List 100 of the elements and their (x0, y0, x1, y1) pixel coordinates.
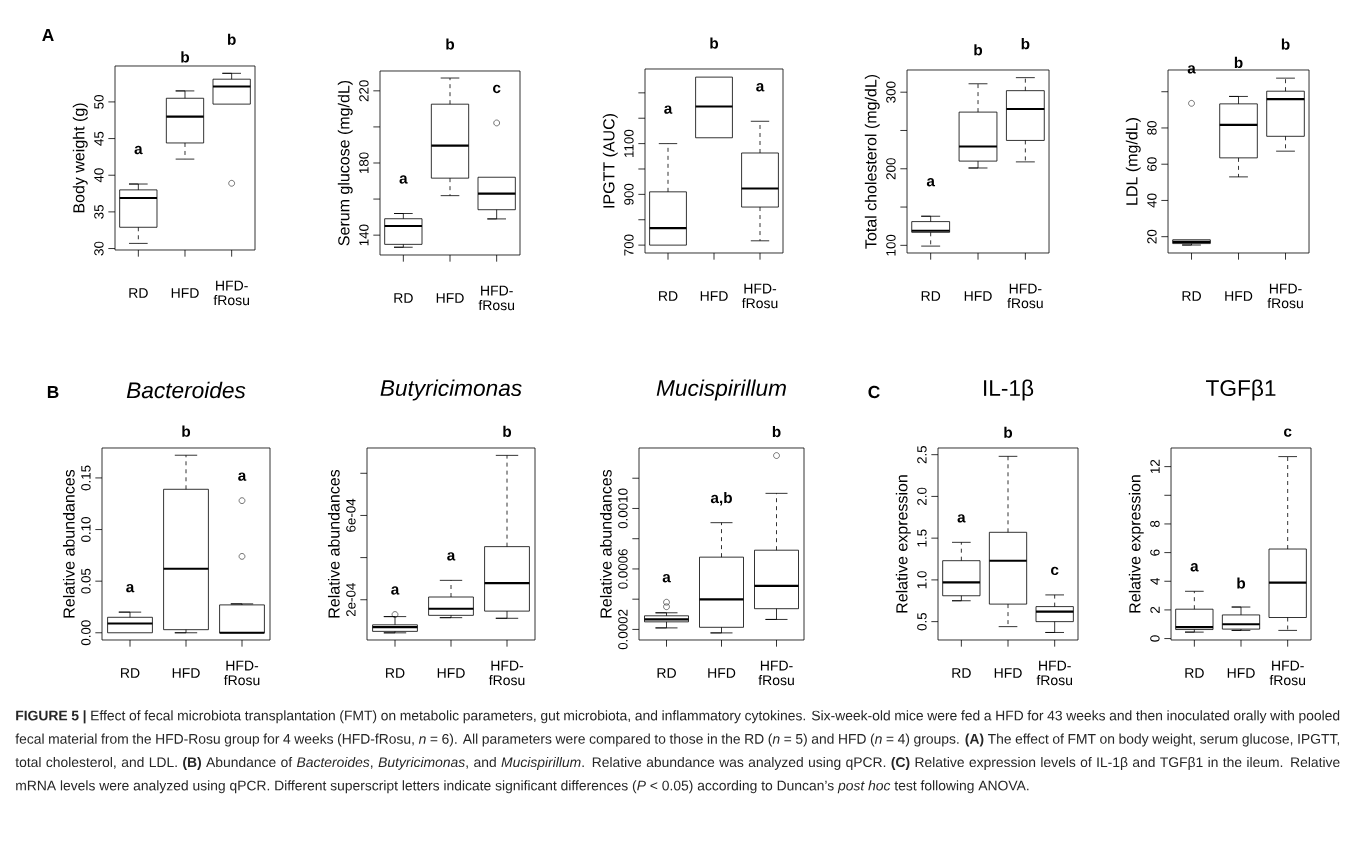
y-tick-label: 0.05 (81, 568, 91, 594)
x-tick-label: HFD (437, 668, 465, 678)
y-tick-label: 80 (1147, 121, 1157, 135)
x-tick-label: HFD (1225, 291, 1253, 301)
y-tick-label: 1.5 (917, 529, 927, 547)
annotation: a (957, 514, 966, 523)
y-tick-label: 100 (886, 234, 896, 256)
x-tick-label: RD (952, 668, 971, 678)
annotation: a (399, 175, 408, 184)
x-tick-label: HFD (964, 291, 992, 301)
text: FIGURE 5 | Effect of fecal microbiota transplantation (FMT) on metabolic parameters, gut microbiota, and inflammatory cytokines. Six-week-old mice were fed a HFD for 43 weeks and then inoculated orally with pooled fecal material from the HFD-Rosu group for 4 weeks (HFD-fRosu, n = 6). All parameters were compared to those in the RD (n = 5) and HFD (n = 4) groups. (A) The effect of FMT on body weight, serum glucose, IPGTT, total cholesterol, and LDL. (B) Abundance of Bacteroides, Butyricimonas, and Mucispirillum. Relative abundance was analyzed using qPCR. (C) Relative expression levels of IL-1β and TGFβ1 in the ileum. Relative mRNA levels were analyzed using qPCR. Different superscript letters indicate significant differences (P < 0.05) according to Duncan’s post hoc test following ANOVA. (15, 710, 1340, 794)
text: A (42, 29, 54, 41)
text: b (1021, 38, 1030, 50)
y-tick-label: 6e-04 (346, 498, 356, 532)
x-tick-label: HFD (700, 291, 728, 301)
y-axis-title: IPGTT (AUC) (602, 114, 618, 208)
y-axis-title: Body weight (g) (72, 103, 88, 213)
x-tick-label: RD (659, 291, 678, 301)
y-tick-label: 0.0006 (618, 549, 628, 589)
text: b (772, 425, 781, 438)
y-tick-label: 200 (886, 158, 896, 180)
chart-title: Mucispirillum (656, 379, 786, 401)
chart-title: IL-1β (984, 379, 1034, 401)
y-tick-label: 12 (1150, 459, 1160, 474)
x-tick-label: HFD-fRosu (478, 285, 515, 311)
x-tick-label: RD (121, 668, 140, 678)
y-tick-label: 4 (1150, 577, 1160, 585)
text: b (1234, 56, 1243, 69)
y-tick-label: 1.0 (917, 571, 927, 589)
y-tick-label: 8 (1150, 520, 1160, 528)
y-tick-label: 40 (1147, 193, 1157, 208)
annotation: a (662, 574, 671, 583)
text: b (974, 44, 983, 56)
y-tick-label: 300 (886, 81, 896, 103)
x-tick-label: HFD (708, 668, 736, 678)
x-tick-label: HFD (171, 288, 199, 298)
chart-title: TGFβ1 (1206, 379, 1276, 401)
x-tick-label: HFD-fRosu (488, 660, 525, 686)
y-tick-label: 2 (1150, 606, 1160, 613)
x-tick-label: RD (657, 668, 676, 678)
y-tick-label: 35 (94, 205, 104, 219)
x-tick-label: HFD-fRosu (741, 283, 778, 309)
y-tick-label: 1100 (624, 129, 634, 157)
annotation: a (756, 83, 765, 92)
annotation: a (238, 472, 247, 481)
y-tick-label: 220 (359, 80, 369, 102)
y-tick-label: 50 (94, 95, 104, 109)
y-tick-label: 2e-04 (346, 583, 356, 617)
y-tick-label: 0.0002 (618, 609, 628, 650)
x-tick-label: RD (921, 291, 941, 301)
x-tick-label: HFD (1227, 668, 1255, 678)
y-tick-label: 0.5 (917, 612, 927, 631)
annotation: a (1187, 65, 1196, 74)
annotation: b (1237, 577, 1246, 589)
text: b (227, 33, 236, 45)
x-tick-label: HFD-fRosu (1269, 660, 1306, 686)
chart-title: Bacteroides (126, 381, 246, 399)
x-tick-label: RD (1185, 668, 1204, 678)
x-tick-label: HFD-fRosu (1007, 283, 1043, 309)
x-tick-label: HFD-fRosu (1036, 660, 1073, 686)
y-tick-label: 140 (359, 224, 369, 246)
x-tick-label: HFD (172, 668, 200, 678)
y-axis-title: Relative abundances (62, 469, 75, 618)
chart-title: Butyricimonas (380, 379, 522, 401)
y-axis-title: LDL (mg/dL) (1125, 118, 1141, 205)
y-axis-title: Relative expression (895, 475, 911, 613)
x-tick-label: HFD (994, 668, 1022, 678)
y-tick-label: 0.00 (81, 620, 91, 646)
y-tick-label: 180 (359, 152, 369, 174)
y-axis-title: Relative abundances (327, 469, 340, 618)
annotation: a (134, 145, 143, 155)
y-tick-label: 45 (94, 131, 104, 146)
y-tick-label: 0.10 (81, 517, 91, 542)
annotation: a (1190, 563, 1199, 572)
annotation: a (926, 178, 936, 187)
text: b (503, 425, 512, 437)
y-tick-label: 2.0 (917, 487, 927, 506)
text: b (1004, 426, 1013, 438)
y-tick-label: 2.5 (917, 445, 927, 464)
y-tick-label: 900 (624, 183, 634, 205)
x-tick-label: RD (386, 668, 405, 678)
y-tick-label: 0.15 (81, 465, 91, 491)
text: b (181, 51, 190, 63)
y-tick-label: 700 (624, 234, 634, 256)
annotation: c (493, 84, 501, 94)
text: b (446, 38, 455, 50)
text: c (1284, 428, 1292, 437)
x-tick-label: RD (1182, 291, 1201, 301)
x-tick-label: RD (394, 293, 413, 303)
annotation: a (126, 583, 135, 593)
x-tick-label: HFD-fRosu (758, 660, 794, 686)
y-tick-label: 30 (94, 241, 104, 256)
y-axis-title: Relative abundances (599, 469, 612, 618)
annotation: c (1051, 566, 1059, 576)
y-tick-label: 6 (1150, 549, 1160, 556)
text: b (710, 37, 719, 49)
y-tick-label: 40 (94, 168, 104, 183)
x-tick-label: HFD (436, 293, 464, 303)
y-tick-label: 0 (1150, 635, 1160, 642)
annotation: a (447, 552, 456, 561)
